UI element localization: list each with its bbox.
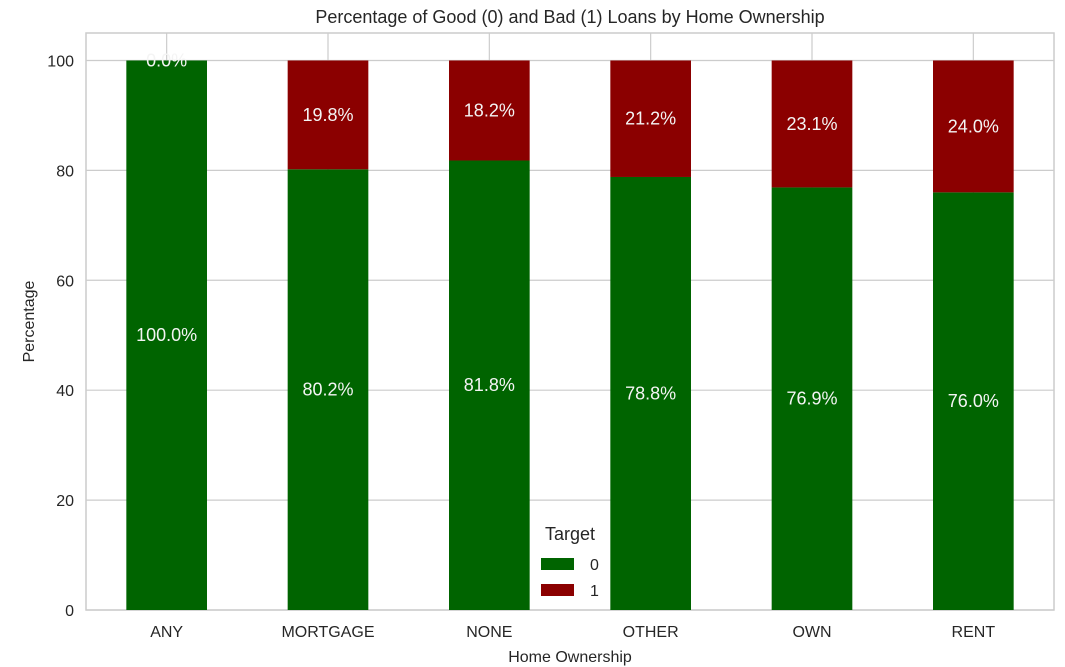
x-tick-label: RENT <box>952 624 996 641</box>
x-tick-label: ANY <box>150 624 183 641</box>
data-label: 21.2% <box>625 109 676 129</box>
data-labels: 100.0% 0.0% 80.2% 19.8% 81.8% 18.2% 78.8% 21.2%… <box>136 50 999 411</box>
bar-own-series-1 <box>771 60 853 188</box>
x-tick-label: NONE <box>466 624 512 641</box>
legend-swatch-1 <box>541 584 574 596</box>
x-axis-label: Home Ownership <box>508 649 632 666</box>
y-tick-label: 80 <box>56 163 74 180</box>
data-label: 81.8% <box>464 375 515 395</box>
bar-other-series-0 <box>610 176 691 611</box>
bars <box>126 60 1014 611</box>
bar-any-series-0 <box>126 60 207 610</box>
data-label: 76.0% <box>948 391 999 411</box>
x-tick-label: MORTGAGE <box>281 624 374 641</box>
plot-border <box>85 32 1055 611</box>
legend-label-0: 0 <box>590 557 599 574</box>
data-label: 23.1% <box>786 114 837 134</box>
y-tick-label: 0 <box>65 603 74 620</box>
bar-none-series-0 <box>449 160 530 611</box>
chart-title: Percentage of Good (0) and Bad (1) Loans… <box>315 7 824 27</box>
data-label: 100.0% <box>136 325 197 345</box>
data-label: 78.8% <box>625 383 676 403</box>
legend-label-1: 1 <box>590 583 599 600</box>
data-label: 80.2% <box>302 380 353 400</box>
data-label: 19.8% <box>302 105 353 125</box>
bar-rent-series-0 <box>933 192 1014 610</box>
legend-title: Target <box>545 524 595 544</box>
y-tick-label: 60 <box>56 273 74 290</box>
bar-none-series-1 <box>449 60 530 161</box>
x-axis-ticks: ANY MORTGAGE NONE OTHER OWN RENT <box>150 624 995 641</box>
bar-mortgage-series-1 <box>287 60 369 170</box>
bar-own-series-0 <box>771 187 853 610</box>
x-tick-label: OWN <box>792 624 831 641</box>
bar-other-series-1 <box>610 60 691 177</box>
y-tick-label: 40 <box>56 383 74 400</box>
data-label: 76.9% <box>786 389 837 409</box>
bar-mortgage-series-0 <box>287 169 369 610</box>
data-label: 24.0% <box>948 116 999 136</box>
y-axis-label: Percentage <box>21 280 38 362</box>
legend-swatch-0 <box>541 558 574 570</box>
y-axis-ticks: 0 20 40 60 80 100 <box>47 53 74 620</box>
data-label: 18.2% <box>464 100 515 120</box>
data-label: 0.0% <box>146 50 187 70</box>
legend: Target 0 1 <box>541 524 599 600</box>
bar-rent-series-1 <box>933 60 1014 193</box>
y-tick-label: 20 <box>56 493 74 510</box>
x-tick-label: OTHER <box>623 624 679 641</box>
plot-area <box>85 32 1055 611</box>
y-tick-label: 100 <box>47 53 74 70</box>
